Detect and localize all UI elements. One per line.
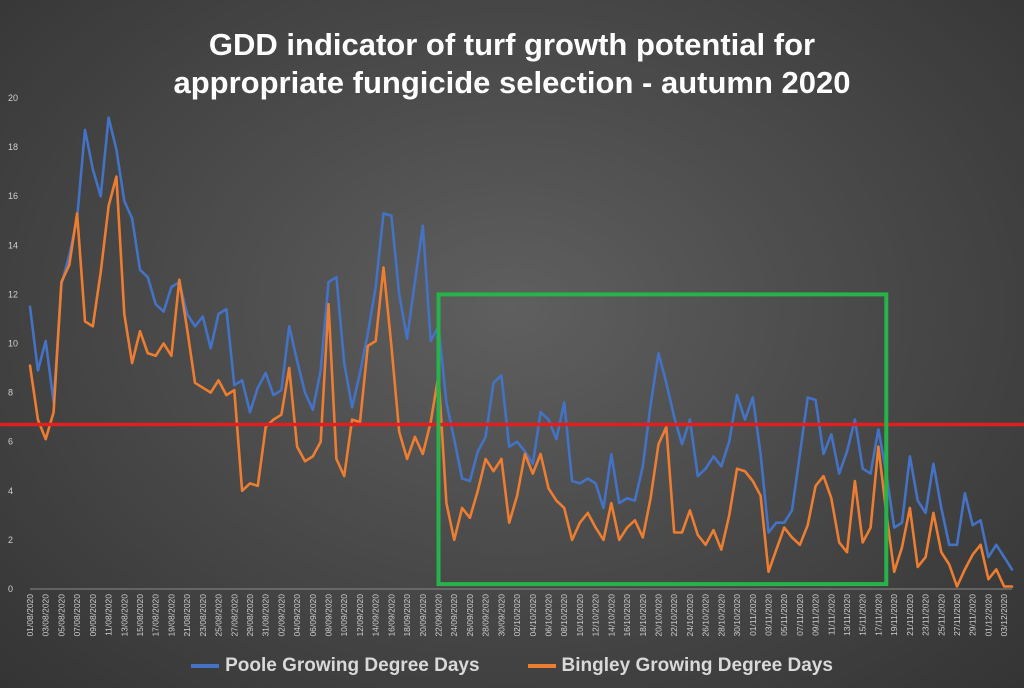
x-tick-label-29: 28/09/2020 (481, 594, 491, 637)
series-line-bingley (28, 175, 1014, 588)
x-tick-label-6: 13/08/2020 (119, 594, 129, 637)
x-tick-label-28: 26/09/2020 (465, 594, 475, 637)
x-tick-label-55: 19/11/2020 (889, 594, 899, 636)
x-tick-label-60: 29/11/2020 (968, 594, 978, 636)
y-tick-label-3: 6 (8, 437, 13, 447)
x-tick-label-62: 03/12/2020 (999, 594, 1009, 637)
x-tick-label-56: 21/11/2020 (905, 594, 915, 636)
chart-title-line-1: GDD indicator of turf growth potential f… (208, 27, 816, 62)
y-tick-label-6: 12 (8, 289, 18, 299)
y-tick-label-5: 10 (8, 339, 18, 349)
x-tick-label-20: 10/09/2020 (339, 594, 349, 637)
x-tick-label-10: 21/08/2020 (182, 594, 192, 637)
x-tick-label-8: 17/08/2020 (151, 594, 161, 637)
y-axis-ticks: 0 2 4 6 8 10 12 14 16 18 20 (8, 93, 18, 594)
x-tick-label-21: 12/09/2020 (355, 594, 365, 637)
x-tick-label-61: 01/12/2020 (983, 594, 993, 637)
legend-swatch-bingley (527, 664, 556, 668)
legend-swatch-poole (191, 664, 220, 668)
x-tick-label-53: 15/11/2020 (858, 594, 868, 636)
x-tick-label-30: 30/09/2020 (496, 594, 506, 637)
chart-title-line-2: appropriate fungicide selection - autumn… (173, 65, 851, 100)
x-tick-label-9: 19/08/2020 (166, 594, 176, 637)
legend-label-bingley: Bingley Growing Degree Days (561, 655, 833, 676)
annotation-layer (0, 292, 1024, 587)
x-tick-label-7: 15/08/2020 (135, 594, 145, 637)
x-tick-label-34: 08/10/2020 (559, 594, 569, 637)
y-tick-label-10: 20 (8, 93, 18, 103)
x-tick-label-12: 25/08/2020 (214, 594, 224, 637)
x-tick-label-24: 18/09/2020 (402, 594, 412, 637)
x-tick-label-27: 24/09/2020 (449, 594, 459, 637)
x-tick-label-46: 01/11/2020 (748, 594, 758, 636)
y-tick-label-1: 2 (8, 535, 13, 545)
x-tick-label-40: 20/10/2020 (653, 594, 663, 637)
x-tick-label-47: 03/11/2020 (763, 594, 773, 636)
x-tick-label-57: 23/11/2020 (921, 594, 931, 636)
x-tick-label-11: 23/08/2020 (198, 594, 208, 637)
x-tick-label-23: 16/09/2020 (386, 594, 396, 637)
x-tick-label-36: 12/10/2020 (591, 594, 601, 637)
y-tick-label-0: 0 (8, 584, 13, 594)
x-tick-label-38: 16/10/2020 (622, 594, 632, 637)
x-tick-label-35: 10/10/2020 (575, 594, 585, 637)
x-tick-label-26: 22/09/2020 (434, 594, 444, 637)
x-tick-label-17: 04/09/2020 (292, 594, 302, 637)
x-tick-label-15: 31/08/2020 (261, 594, 271, 637)
x-tick-label-37: 14/10/2020 (606, 594, 616, 637)
x-tick-label-19: 08/09/2020 (324, 594, 334, 637)
x-tick-label-59: 27/11/2020 (952, 594, 962, 636)
legend: Poole Growing Degree Days Bingley Growin… (0, 655, 1024, 677)
x-tick-label-45: 30/10/2020 (732, 594, 742, 637)
x-tick-label-43: 26/10/2020 (701, 594, 711, 637)
x-tick-label-13: 27/08/2020 (229, 594, 239, 637)
x-tick-label-5: 11/08/2020 (104, 594, 114, 636)
y-tick-label-8: 16 (8, 191, 18, 201)
series-line-poole (28, 116, 1014, 571)
x-tick-label-51: 11/11/2020 (826, 594, 836, 636)
x-tick-label-16: 02/09/2020 (276, 594, 286, 637)
x-tick-label-48: 05/11/2020 (779, 594, 789, 636)
x-tick-label-1: 03/08/2020 (41, 594, 51, 637)
x-tick-label-52: 13/11/2020 (842, 594, 852, 636)
x-tick-label-54: 17/11/2020 (873, 594, 883, 636)
y-tick-label-4: 8 (8, 388, 13, 398)
x-tick-label-2: 05/08/2020 (56, 594, 66, 637)
x-tick-label-0: 01/08/2020 (25, 594, 35, 637)
x-tick-label-33: 06/10/2020 (543, 594, 553, 637)
x-tick-label-44: 28/10/2020 (716, 594, 726, 637)
x-tick-label-32: 04/10/2020 (528, 594, 538, 637)
series-layer (28, 116, 1014, 588)
x-tick-label-3: 07/08/2020 (72, 594, 82, 637)
x-tick-label-4: 09/08/2020 (88, 594, 98, 637)
x-tick-label-50: 09/11/2020 (811, 594, 821, 636)
x-tick-label-49: 07/11/2020 (795, 594, 805, 636)
x-tick-label-41: 22/10/2020 (669, 594, 679, 637)
x-tick-label-14: 29/08/2020 (245, 594, 255, 637)
y-tick-label-2: 4 (8, 486, 13, 496)
x-axis-ticks: 01/08/2020 03/08/2020 05/08/2020 07/08/2020… (25, 594, 1009, 637)
x-tick-label-58: 25/11/2020 (936, 594, 946, 636)
highlight-box (436, 292, 889, 587)
x-tick-label-22: 14/09/2020 (371, 594, 381, 637)
chart-title: GDD indicator of turf growth potential f… (0, 26, 1024, 102)
x-tick-label-39: 18/10/2020 (638, 594, 648, 637)
y-tick-label-7: 14 (8, 240, 18, 250)
legend-item-bingley: Bingley Growing Degree Days (527, 655, 833, 677)
x-tick-label-31: 02/10/2020 (512, 594, 522, 637)
x-tick-label-42: 24/10/2020 (685, 594, 695, 637)
legend-label-poole: Poole Growing Degree Days (225, 655, 480, 676)
legend-item-poole: Poole Growing Degree Days (191, 655, 480, 677)
y-tick-label-9: 18 (8, 142, 18, 152)
x-tick-label-18: 06/09/2020 (308, 594, 318, 637)
x-tick-label-25: 20/09/2020 (418, 594, 428, 637)
